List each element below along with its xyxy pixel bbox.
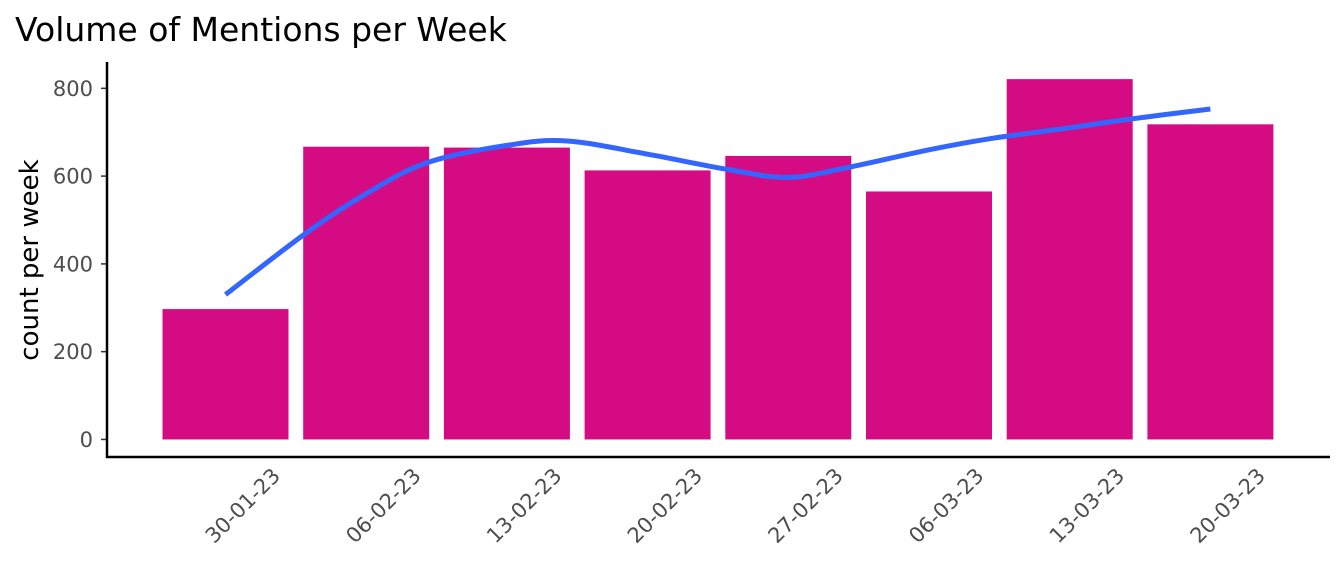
y-tick-label-800: 800: [53, 77, 93, 101]
x-tick-label-06-03-23: 06-03-23: [904, 464, 988, 548]
x-tick-label-27-02-23: 27-02-23: [763, 464, 847, 548]
x-tick-label-20-02-23: 20-02-23: [623, 464, 707, 548]
trend-line: [223, 106, 1211, 297]
bar-06-03-23: [866, 191, 992, 440]
bar-06-02-23: [303, 146, 430, 440]
bar-13-02-23: [443, 147, 570, 440]
y-tick-label-400: 400: [53, 252, 93, 276]
chart-title: Volume of Mentions per Week: [15, 10, 508, 49]
bar-20-02-23: [584, 170, 711, 440]
y-tick-label-200: 200: [53, 340, 93, 364]
x-tick-label-20-03-23: 20-03-23: [1186, 464, 1270, 548]
x-tick-label-06-02-23: 06-02-23: [341, 464, 425, 548]
y-ticks-group: 0 200 400 600 800: [53, 77, 107, 452]
y-tick-label-600: 600: [53, 165, 93, 189]
y-axis-label: count per week: [15, 159, 45, 360]
bar-13-03-23: [1006, 79, 1133, 440]
y-tick-label-0: 0: [80, 428, 93, 452]
x-ticks-group: 30-01-23 06-02-23 13-02-23 20-02-23 27-02-23…: [201, 464, 1270, 548]
x-tick-label-13-02-23: 13-02-23: [482, 464, 566, 548]
bar-20-03-23: [1147, 124, 1274, 440]
bars-group: [162, 79, 1274, 440]
bar-27-02-23: [725, 155, 852, 440]
trend-line-group: [223, 106, 1211, 297]
x-tick-label-30-01-23: 30-01-23: [201, 464, 285, 548]
x-tick-label-13-03-23: 13-03-23: [1045, 464, 1129, 548]
bar-30-01-23: [162, 309, 289, 440]
